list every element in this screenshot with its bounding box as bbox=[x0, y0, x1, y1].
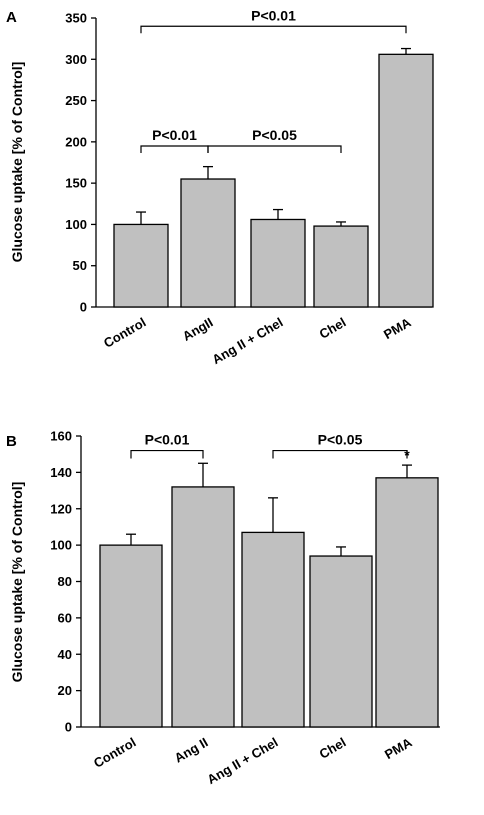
x-tick-label: Control bbox=[91, 735, 139, 771]
x-tick-label: Ang II bbox=[172, 735, 211, 766]
y-tick-label: 350 bbox=[65, 11, 87, 26]
significance-star: * bbox=[404, 447, 410, 463]
chart-panel-B: B Glucose uptake [% of Control] 0 20 40 60 80 1… bbox=[6, 429, 440, 788]
x-tick-label: Chel bbox=[317, 735, 349, 762]
x-tick-label: Chel bbox=[317, 315, 349, 342]
x-tick-label: PMA bbox=[381, 314, 414, 342]
bar bbox=[99, 544, 163, 728]
x-tick-label: Ang II + Chel bbox=[210, 315, 286, 368]
significance-bracket bbox=[140, 145, 209, 153]
y-tick-label: 20 bbox=[58, 683, 72, 698]
y-tick-label: 0 bbox=[65, 720, 72, 735]
y-tick-label: 300 bbox=[65, 52, 87, 67]
y-tick-label: 100 bbox=[50, 538, 72, 553]
significance-bracket bbox=[272, 449, 408, 459]
y-tick-label: 250 bbox=[65, 93, 87, 108]
y-tick-label: 140 bbox=[50, 465, 72, 480]
y-tick-label: 100 bbox=[65, 217, 87, 232]
bar bbox=[113, 223, 169, 308]
panel-letter: A bbox=[6, 9, 17, 26]
significance-label: P<0.01 bbox=[251, 7, 296, 23]
panel-letter: B bbox=[6, 433, 17, 450]
significance-bracket bbox=[140, 25, 407, 34]
y-axis-label: Glucose uptake [% of Control] bbox=[9, 62, 25, 263]
y-tick-label: 50 bbox=[73, 258, 87, 273]
y-tick-label: 120 bbox=[50, 501, 72, 516]
y-tick-label: 80 bbox=[58, 574, 72, 589]
significance-label: P<0.01 bbox=[152, 127, 197, 143]
bar bbox=[375, 477, 439, 728]
y-tick-label: 200 bbox=[65, 134, 87, 149]
significance-label: P<0.05 bbox=[318, 432, 363, 448]
bar bbox=[171, 486, 235, 728]
significance-label: P<0.01 bbox=[145, 432, 190, 448]
x-tick-label: AngII bbox=[180, 315, 216, 344]
x-tick-label: PMA bbox=[382, 734, 415, 762]
y-tick-label: 40 bbox=[58, 647, 72, 662]
significance-label: P<0.05 bbox=[252, 127, 297, 143]
y-tick-label: 60 bbox=[58, 610, 72, 625]
x-tick-label: Control bbox=[101, 315, 149, 351]
bar bbox=[241, 531, 305, 728]
significance-bracket bbox=[207, 145, 342, 153]
significance-bracket bbox=[130, 449, 204, 459]
y-tick-label: 160 bbox=[50, 429, 72, 444]
y-tick-label: 0 bbox=[80, 300, 87, 315]
bar bbox=[250, 218, 306, 308]
bar bbox=[313, 225, 369, 308]
bar bbox=[309, 555, 373, 728]
bar bbox=[378, 53, 434, 308]
y-tick-label: 150 bbox=[65, 176, 87, 191]
bar bbox=[180, 178, 236, 308]
chart-panel-A: A Glucose uptake [% of Control] 0 50 100 150 2… bbox=[6, 7, 434, 368]
x-tick-label: Ang II + Chel bbox=[205, 735, 281, 788]
y-axis-label: Glucose uptake [% of Control] bbox=[9, 482, 25, 683]
